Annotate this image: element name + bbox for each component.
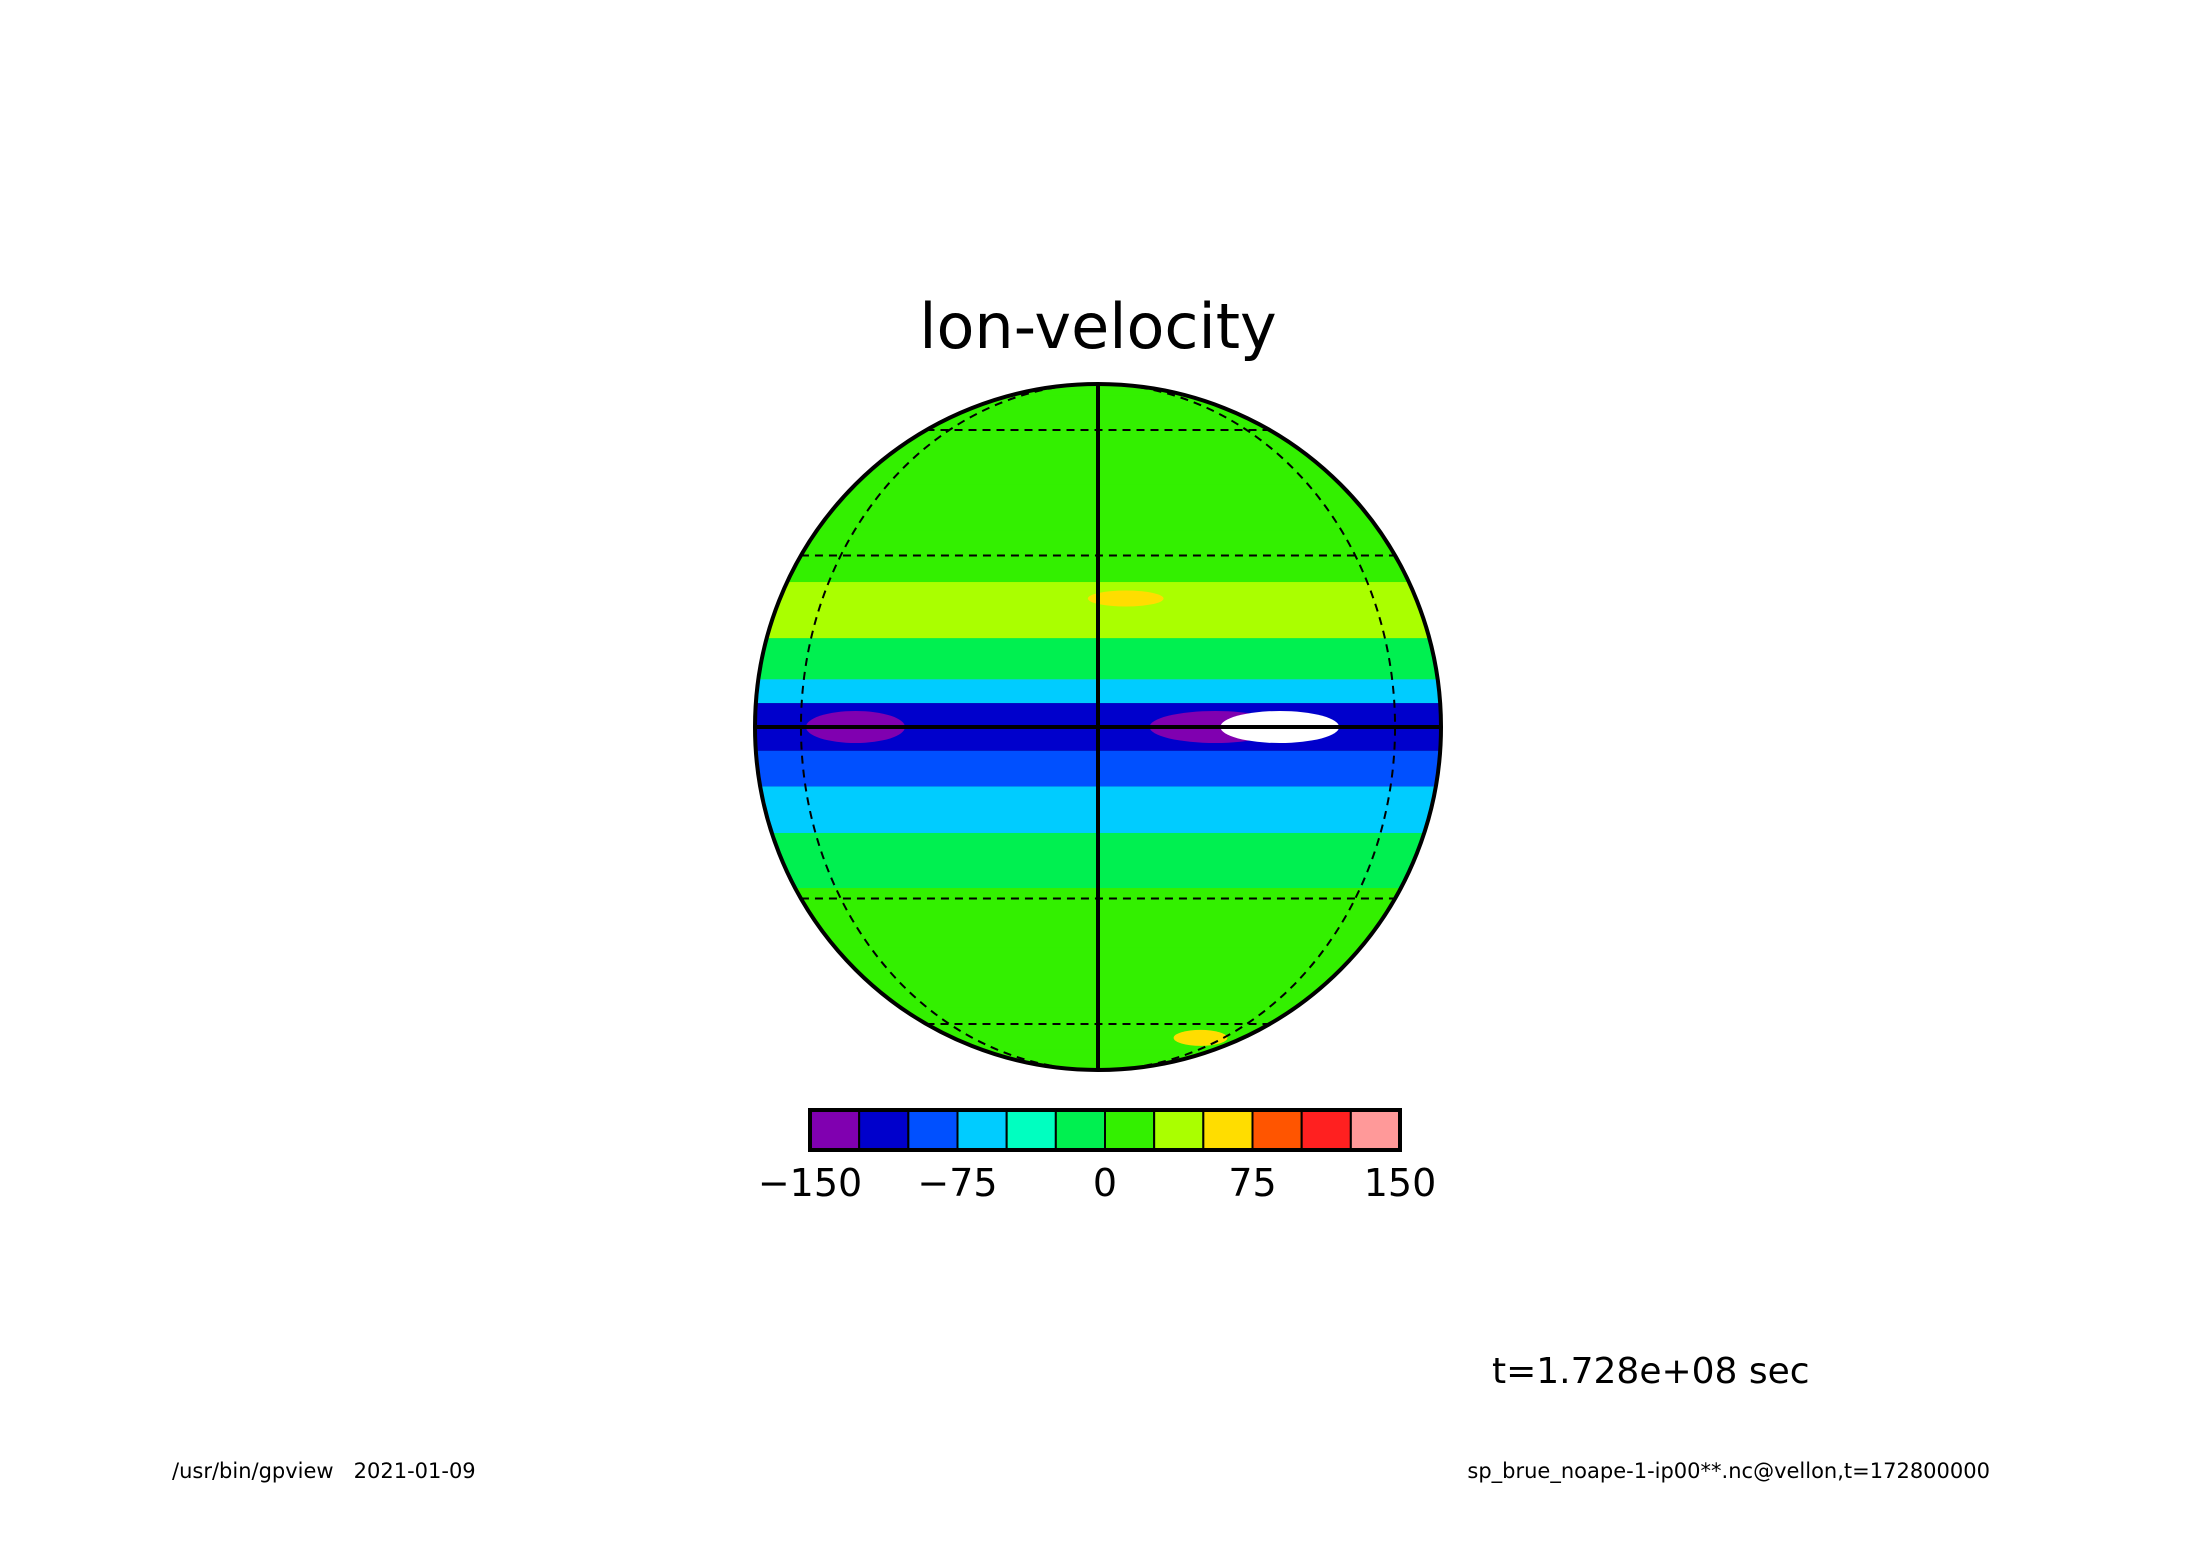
colorbar-cell [1153, 1109, 1205, 1151]
colorbar-cell [956, 1109, 1008, 1151]
colorbar-tick-label: −75 [917, 1161, 997, 1205]
colorbar-tick-label: 75 [1228, 1161, 1276, 1205]
colorbar-cell [809, 1109, 861, 1151]
footer-program-date: /usr/bin/gpview 2021-01-09 [172, 1459, 476, 1483]
colorbar-cell [1054, 1109, 1107, 1151]
meridian-line [799, 384, 1099, 1070]
footer-source: sp_brue_noape-1-ip00**.nc@vellon,t=17280… [1467, 1459, 1990, 1484]
meridian-line [1097, 384, 1397, 1070]
colorbar [808, 1108, 1402, 1152]
chart-title: lon-velocity [919, 290, 1276, 363]
colorbar-cell [1005, 1109, 1057, 1151]
colorbar-cell [1251, 1109, 1303, 1151]
colorbar-tick-label: 150 [1364, 1161, 1437, 1205]
colorbar-cell [1349, 1109, 1402, 1151]
velocity-feature [1087, 590, 1164, 607]
colorbar-tick-label: −150 [758, 1161, 862, 1205]
colorbar-cell [1104, 1109, 1156, 1151]
globe-outline [753, 382, 1443, 1072]
colorbar-cell [858, 1109, 910, 1151]
velocity-feature [1173, 1029, 1228, 1046]
colorbar-cell [1300, 1109, 1352, 1151]
colorbar-cell [1202, 1109, 1254, 1151]
globe [753, 382, 1443, 1072]
graticule [755, 384, 1441, 1070]
colorbar-cell [907, 1109, 959, 1151]
time-label: t=1.728e+08 sec [1492, 1351, 1810, 1392]
colorbar-tick-label: 0 [1093, 1161, 1117, 1205]
colorbar-frame [808, 1108, 1402, 1152]
colorbar-tick-labels: −150 −75 0 75 150 [758, 1161, 1436, 1205]
